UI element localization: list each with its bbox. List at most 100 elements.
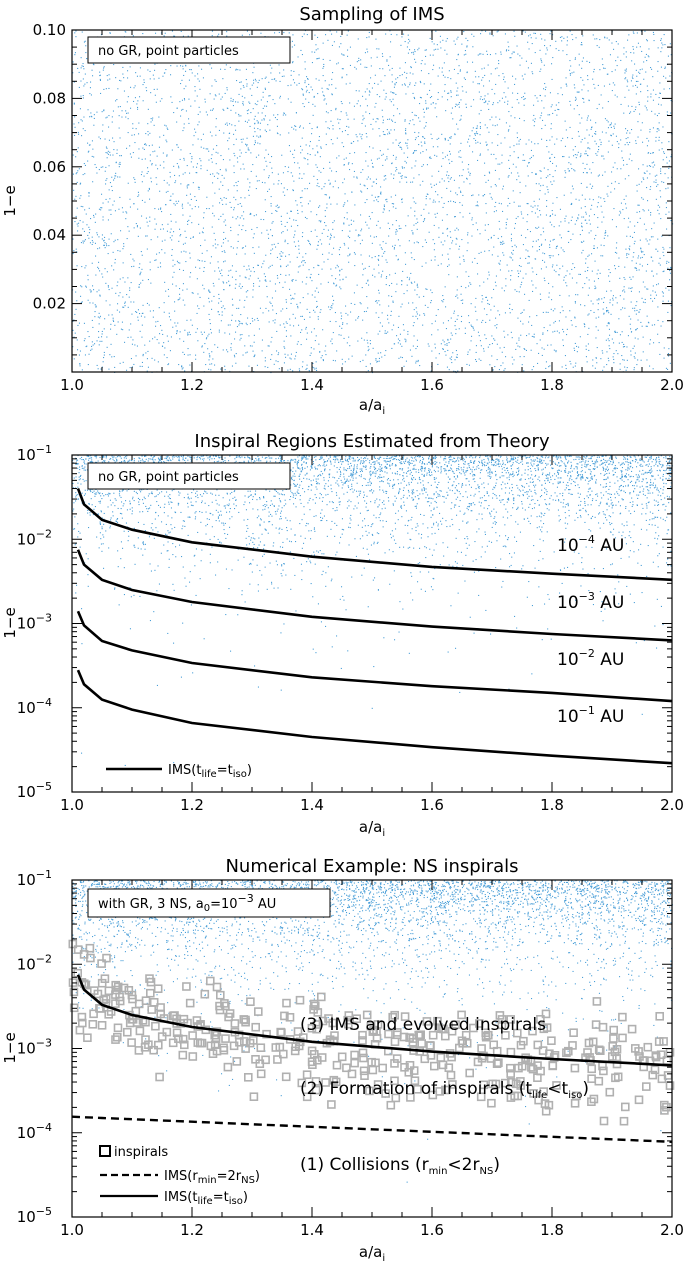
scatter-dot [169, 237, 171, 239]
scatter-dot [445, 354, 447, 356]
scatter-dot [437, 48, 439, 50]
scatter-dot [646, 170, 648, 172]
scatter-dot [229, 333, 231, 335]
scatter-dot [253, 355, 255, 357]
scatter-dot [624, 346, 626, 348]
scatter-dot [589, 168, 591, 170]
scatter-dot [475, 139, 477, 141]
scatter-dot [112, 317, 114, 319]
scatter-dot [310, 86, 312, 88]
scatter-dot [159, 333, 161, 335]
scatter-dot [454, 325, 456, 327]
scatter-dot [495, 285, 497, 287]
scatter-dot [140, 282, 142, 284]
scatter-dot [425, 149, 427, 151]
scatter-dot [615, 41, 617, 43]
scatter-dot [667, 311, 669, 313]
scatter-dot [356, 176, 358, 178]
scatter-dot [159, 262, 161, 264]
scatter-dot [409, 349, 411, 351]
scatter-dot [92, 241, 94, 243]
scatter-dot [109, 151, 111, 153]
scatter-dot [279, 80, 281, 82]
scatter-dot [662, 44, 664, 46]
scatter-dot [613, 125, 615, 127]
scatter-dot [377, 258, 379, 260]
scatter-dot [224, 369, 226, 371]
scatter-dot [316, 300, 318, 302]
scatter-dot [483, 350, 485, 352]
scatter-dot [519, 346, 521, 348]
scatter-dot [487, 179, 489, 181]
scatter-dot [378, 128, 380, 130]
scatter-dot [421, 145, 423, 147]
scatter-dot [650, 93, 652, 95]
scatter-dot [603, 67, 605, 69]
scatter-dot [627, 144, 629, 146]
scatter-dot [279, 258, 281, 260]
scatter-dot [403, 365, 405, 367]
scatter-dot [459, 212, 461, 214]
scatter-dot [233, 165, 235, 167]
scatter-dot [544, 239, 546, 241]
scatter-dot [211, 35, 213, 37]
scatter-dot [110, 233, 112, 235]
scatter-dot [451, 356, 453, 358]
scatter-dot [164, 239, 166, 241]
scatter-dot [105, 183, 107, 185]
scatter-dot [240, 337, 242, 339]
scatter-dot [256, 227, 258, 229]
scatter-dot [161, 224, 163, 226]
scatter-dot [271, 336, 273, 338]
scatter-dot [468, 138, 470, 140]
scatter-dot [157, 266, 159, 268]
scatter-dot [203, 212, 205, 214]
scatter-dot [204, 239, 206, 241]
scatter-dot [523, 309, 525, 311]
scatter-dot [551, 210, 553, 212]
scatter-dot [114, 239, 116, 241]
scatter-dot [447, 265, 449, 267]
scatter-dot [88, 150, 90, 152]
scatter-dot [510, 257, 512, 259]
scatter-dot [609, 124, 611, 126]
scatter-dot [488, 108, 490, 110]
scatter-dot [531, 369, 533, 371]
scatter-dot [662, 300, 664, 302]
scatter-dot [114, 210, 116, 212]
scatter-dot [499, 100, 501, 102]
scatter-dot [489, 172, 491, 174]
scatter-dot [108, 87, 110, 89]
scatter-dot [227, 324, 229, 326]
scatter-dot [376, 56, 378, 58]
scatter-dot [545, 367, 547, 369]
scatter-dot [142, 355, 144, 357]
scatter-dot [538, 198, 540, 200]
scatter-dot [104, 268, 106, 270]
scatter-dot [634, 63, 636, 65]
scatter-dot [303, 33, 305, 35]
scatter-dot [561, 306, 563, 308]
scatter-dot [316, 58, 318, 60]
scatter-dot [349, 345, 351, 347]
scatter-dot [297, 225, 299, 227]
scatter-dot [246, 121, 248, 123]
scatter-dot [126, 112, 128, 114]
scatter-dot [478, 91, 480, 93]
scatter-dot [425, 198, 427, 200]
scatter-dot [494, 169, 496, 171]
scatter-dot [81, 120, 83, 122]
scatter-dot [643, 172, 645, 174]
scatter-dot [528, 299, 530, 301]
scatter-dot [429, 97, 431, 99]
scatter-dot [538, 246, 540, 248]
scatter-dot [637, 136, 639, 138]
scatter-dot [101, 273, 103, 275]
scatter-dot [382, 55, 384, 57]
scatter-dot [594, 87, 596, 89]
scatter-dot [583, 84, 585, 86]
scatter-dot [265, 76, 267, 78]
scatter-dot [542, 259, 544, 261]
scatter-dot [513, 30, 515, 32]
scatter-dot [137, 235, 139, 237]
